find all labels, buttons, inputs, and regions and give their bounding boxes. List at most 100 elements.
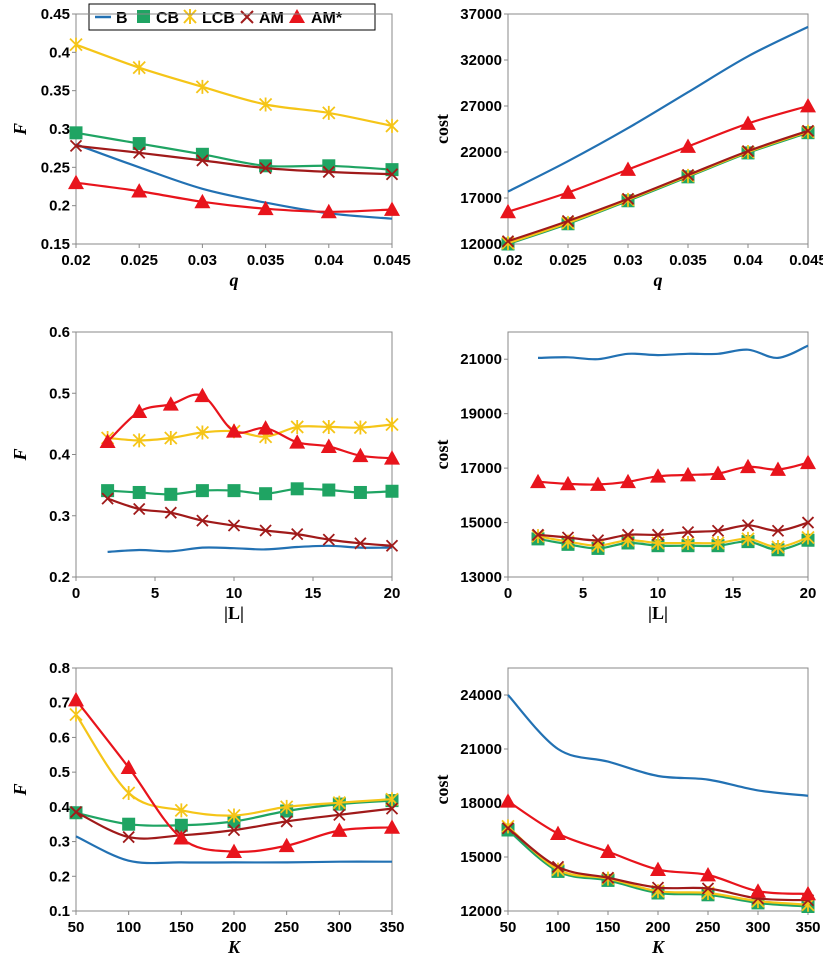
data-point-am (196, 154, 209, 167)
data-point-amstar (740, 115, 756, 130)
series-lcb (100, 417, 399, 448)
data-point-am (133, 146, 146, 159)
x-axis-label: |L| (648, 603, 668, 623)
data-point-cb (132, 485, 146, 499)
legend-marker-am (240, 10, 254, 24)
data-point-amstar (530, 473, 546, 489)
series-line-b (75, 143, 393, 220)
y-tick-label: 18000 (460, 795, 502, 812)
series-line-b (537, 344, 809, 361)
y-axis-label: cost (432, 775, 452, 805)
y-tick-label: 21000 (460, 741, 502, 758)
data-point-am (133, 502, 146, 516)
y-tick-label: 0.6 (49, 729, 70, 746)
legend-label-amstar: AM* (311, 10, 343, 27)
data-point-amstar (320, 438, 337, 453)
y-tick-label: 21000 (460, 351, 502, 368)
data-point-am (551, 860, 565, 874)
data-point-amstar (320, 203, 337, 219)
x-tick-label: 200 (645, 919, 670, 936)
data-point-lcb (322, 419, 336, 434)
data-point-amstar (650, 861, 666, 876)
data-point-lcb (353, 420, 368, 435)
x-tick-label: 10 (650, 585, 667, 602)
chart-k-cost: 12000 15000 18000 21000 24000 50 100 150 200 250 3… (432, 667, 821, 957)
data-point-lcb (122, 785, 136, 800)
y-tick-label: 0.4 (49, 799, 71, 816)
series-amstar (500, 793, 816, 901)
data-point-amstar (650, 468, 666, 483)
series-b (507, 25, 809, 193)
data-point-am (354, 537, 367, 550)
series-am (531, 516, 815, 547)
x-tick-label: 15 (305, 585, 322, 602)
data-point-am (69, 139, 83, 153)
data-point-amstar (99, 433, 116, 449)
data-point-amstar (620, 161, 636, 176)
y-tick-label: 24000 (460, 687, 502, 704)
chart-l-f: 0.2 0.3 0.4 0.5 0.6 0 5 10 15 20 |L| F (10, 324, 400, 623)
data-point-lcb (801, 530, 815, 545)
data-point-cb (195, 484, 209, 498)
data-point-am (501, 822, 515, 835)
data-point-am (711, 524, 725, 537)
data-point-amstar (173, 830, 190, 845)
data-point-lcb (132, 60, 146, 75)
y-tick-label: 0.3 (49, 508, 70, 525)
series-line-amstar (537, 461, 809, 486)
series-line-lcb (537, 535, 809, 549)
data-point-lcb (290, 419, 304, 434)
data-point-lcb (227, 808, 241, 823)
y-axis-label: F (10, 783, 30, 796)
data-point-am (561, 531, 575, 544)
data-point-lcb (174, 803, 188, 818)
series-line-lcb (107, 423, 393, 442)
data-point-amstar (710, 465, 726, 480)
data-point-lcb (385, 118, 399, 133)
y-axis-label: F (10, 123, 30, 136)
series-lcb (69, 37, 399, 133)
series-am (69, 802, 399, 844)
data-point-cb (259, 159, 273, 173)
series-line-b (507, 694, 809, 797)
data-point-amstar (226, 423, 242, 438)
series-line-b (507, 25, 809, 193)
legend-box (88, 3, 376, 31)
legend-label-am: AM (259, 10, 284, 27)
data-point-amstar (800, 454, 816, 470)
data-point-amstar (257, 420, 274, 435)
data-point-cb (322, 483, 336, 497)
data-point-cb (101, 484, 115, 498)
x-tick-label: 150 (169, 919, 194, 936)
data-point-cb (132, 137, 146, 151)
series-b (507, 694, 809, 797)
data-point-cb (164, 487, 178, 501)
x-tick-label: 350 (795, 919, 820, 936)
data-point-amstar (700, 867, 716, 882)
data-point-amstar (740, 458, 756, 474)
y-tick-label: 0.4 (49, 447, 71, 464)
data-point-amstar (257, 200, 274, 216)
x-tick-label: 0.03 (188, 252, 217, 269)
data-point-amstar (226, 843, 242, 859)
y-tick-label: 15000 (460, 515, 502, 532)
y-tick-label: 37000 (460, 6, 502, 23)
x-tick-label: 20 (800, 585, 817, 602)
data-point-lcb (132, 433, 146, 448)
data-point-lcb (711, 535, 725, 550)
data-point-amstar (68, 174, 84, 190)
x-tick-label: 20 (384, 585, 401, 602)
data-point-amstar (162, 396, 179, 411)
data-point-am (561, 214, 575, 228)
series-amstar (68, 174, 400, 219)
series-am (101, 492, 399, 552)
data-point-lcb (195, 79, 210, 94)
data-point-am (501, 235, 515, 248)
y-tick-label: 0.6 (49, 324, 70, 341)
data-point-amstar (770, 461, 786, 476)
data-point-cb (227, 484, 241, 498)
data-point-am (741, 519, 755, 532)
y-tick-label: 0.4 (49, 44, 71, 61)
data-point-lcb (164, 430, 178, 445)
x-tick-label: 300 (745, 919, 770, 936)
